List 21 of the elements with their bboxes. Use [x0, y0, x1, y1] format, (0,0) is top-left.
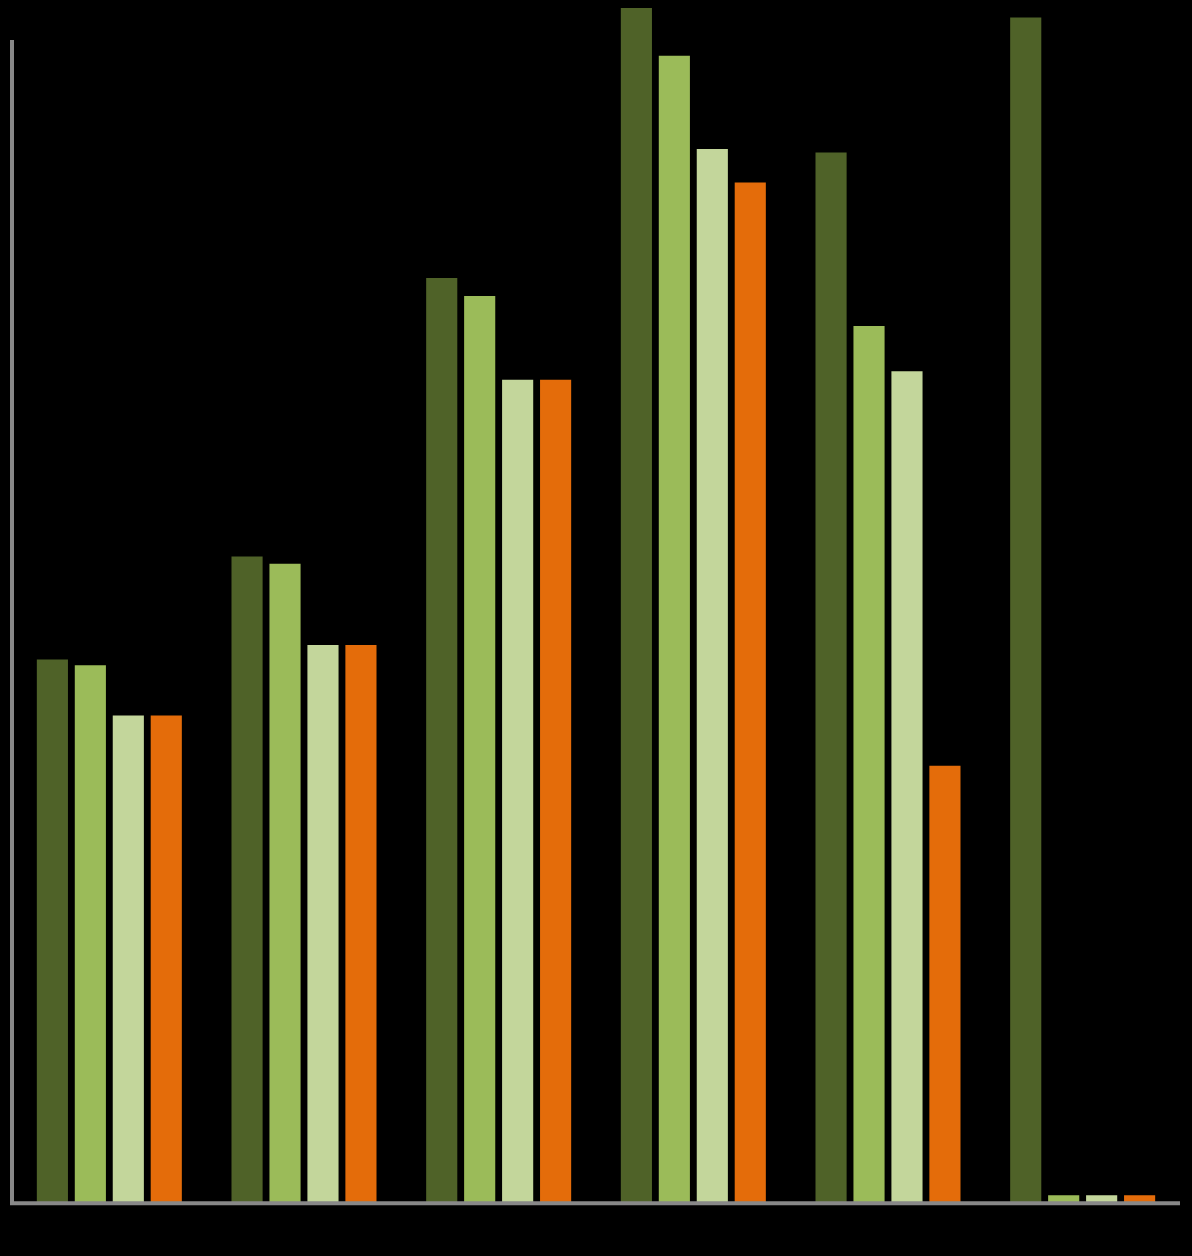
bar	[540, 379, 572, 1204]
bar	[464, 296, 496, 1204]
bar	[696, 149, 728, 1204]
bar	[74, 665, 106, 1204]
bar	[734, 182, 766, 1204]
bar	[345, 645, 377, 1204]
bar	[1010, 17, 1042, 1204]
bar	[929, 765, 961, 1204]
bar	[150, 715, 182, 1204]
bar	[231, 556, 263, 1204]
bar	[853, 325, 885, 1204]
bar	[426, 278, 458, 1204]
bar	[891, 371, 923, 1204]
bar	[815, 152, 847, 1204]
bar	[658, 55, 690, 1204]
bar	[269, 563, 301, 1204]
bar	[620, 8, 652, 1204]
bar	[36, 659, 68, 1204]
bar	[112, 715, 144, 1204]
bar	[502, 379, 534, 1204]
bar	[307, 645, 339, 1204]
